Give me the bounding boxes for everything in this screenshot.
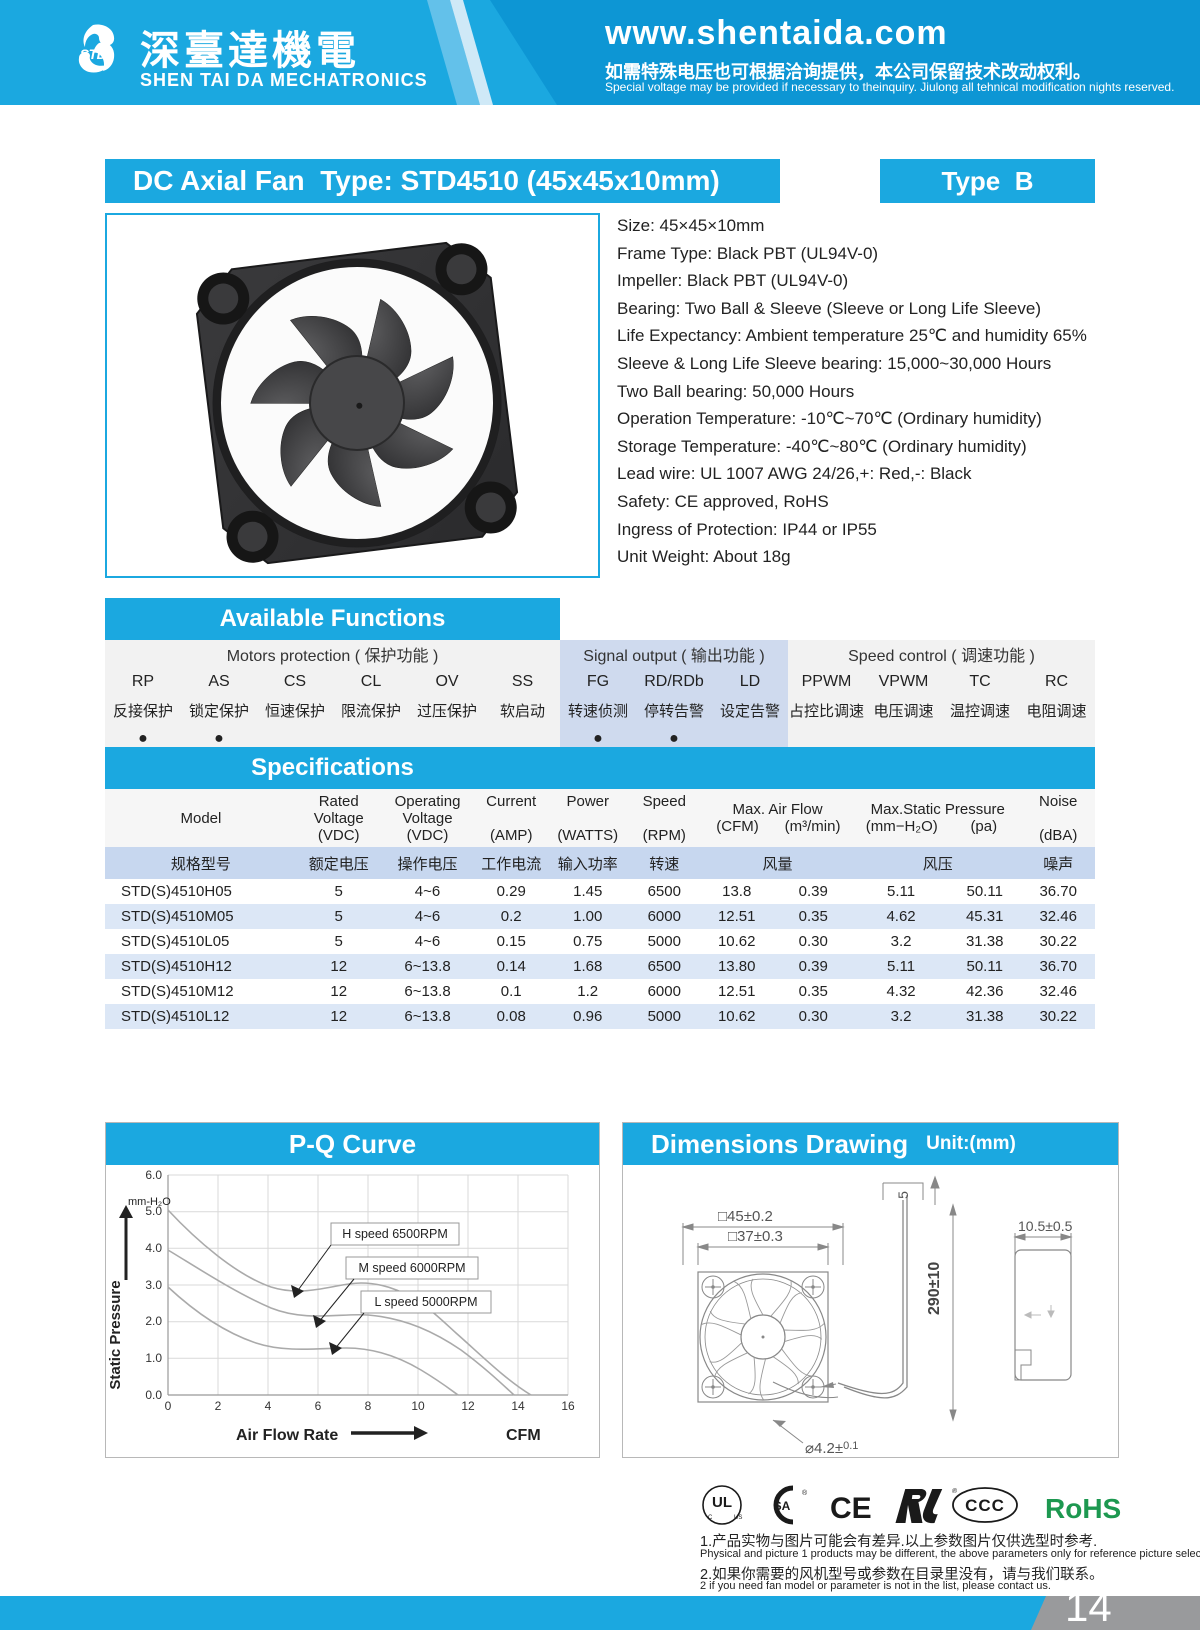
svg-text:3.0: 3.0: [145, 1278, 162, 1292]
svg-text:14: 14: [511, 1399, 525, 1413]
svg-text:US: US: [734, 1515, 742, 1521]
svg-text:□45±0.2: □45±0.2: [718, 1208, 773, 1225]
svg-text:12: 12: [461, 1399, 475, 1413]
svg-text:H speed 6500RPM: H speed 6500RPM: [342, 1227, 448, 1241]
svg-text:6: 6: [315, 1399, 322, 1413]
svg-text:4: 4: [265, 1399, 272, 1413]
svg-text:mm-H₂O: mm-H₂O: [128, 1196, 171, 1208]
svg-text:C: C: [708, 1515, 713, 1521]
svg-text:⌀4.2±0.1: ⌀4.2±0.1: [805, 1440, 858, 1457]
svg-text:16: 16: [561, 1399, 575, 1413]
svg-text:4.0: 4.0: [145, 1241, 162, 1255]
svg-text:Air Flow Rate: Air Flow Rate: [236, 1427, 338, 1444]
svg-text:CFM: CFM: [506, 1427, 541, 1444]
svg-text:10.5±0.5: 10.5±0.5: [1018, 1218, 1073, 1234]
svg-text:1.0: 1.0: [145, 1351, 162, 1365]
svg-text:290±10: 290±10: [926, 1262, 943, 1315]
svg-text:2.0: 2.0: [145, 1314, 162, 1328]
svg-text:M speed 6000RPM: M speed 6000RPM: [358, 1261, 465, 1275]
svg-text:Static Pressure: Static Pressure: [107, 1280, 124, 1389]
svg-text:RoHS: RoHS: [1045, 1493, 1121, 1524]
svg-text:0.0: 0.0: [145, 1388, 162, 1402]
svg-text:UL: UL: [712, 1494, 732, 1511]
svg-text:®: ®: [951, 1487, 958, 1495]
svg-text:2: 2: [215, 1399, 222, 1413]
svg-text:0: 0: [165, 1399, 172, 1413]
svg-text:6.0: 6.0: [145, 1168, 162, 1182]
svg-text:®: ®: [802, 1489, 808, 1497]
svg-text:L speed 5000RPM: L speed 5000RPM: [374, 1295, 477, 1309]
svg-text:CE: CE: [830, 1492, 872, 1525]
svg-text:10: 10: [411, 1399, 425, 1413]
svg-text:CCC: CCC: [965, 1496, 1005, 1515]
svg-text:□37±0.3: □37±0.3: [728, 1228, 783, 1245]
svg-text:SA: SA: [774, 1499, 791, 1513]
svg-text:8: 8: [365, 1399, 372, 1413]
svg-text:5: 5: [895, 1191, 911, 1199]
